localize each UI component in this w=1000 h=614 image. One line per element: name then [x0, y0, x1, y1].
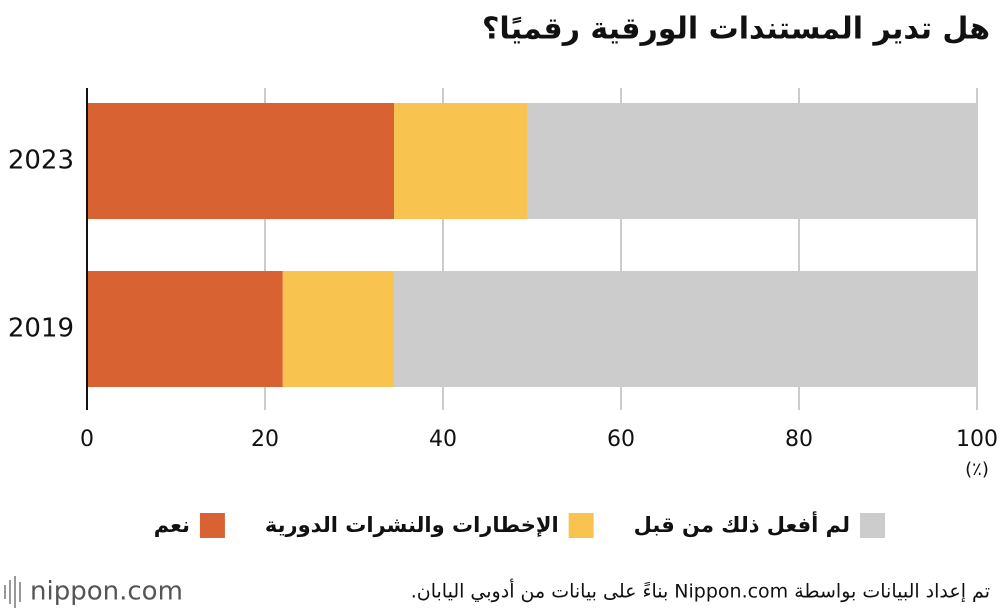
bar-segment — [87, 271, 283, 387]
bar-segment — [394, 103, 528, 219]
x-tick-label: 60 — [607, 427, 635, 452]
x-tick-label: 20 — [251, 427, 279, 452]
legend-label: لم أفعل ذلك من قبل — [634, 510, 850, 537]
legend-label: الإخطارات والنشرات الدورية — [265, 513, 559, 537]
bar-segment — [87, 103, 395, 219]
y-tick-label: 2023 — [8, 146, 74, 176]
bar-segment — [282, 271, 395, 387]
logo-icon — [4, 576, 21, 608]
x-tick-label: 0 — [80, 427, 94, 452]
x-tick-label: 100 — [956, 427, 998, 452]
logo: nippon.com — [30, 577, 183, 607]
x-tick-label: 40 — [429, 427, 457, 452]
source: تم إعداد البيانات بواسطة Nippon.com بناء… — [411, 579, 990, 604]
legend-swatch — [860, 513, 885, 538]
y-tick-label: 2019 — [8, 314, 74, 344]
bar-segment — [527, 103, 977, 219]
x-tick-label: 80 — [785, 427, 813, 452]
legend-label: نعم — [154, 513, 190, 537]
chart-title: هل تدير المستندات الورقية رقميًا؟ — [482, 12, 990, 47]
legend-swatch — [199, 513, 225, 538]
bar-segment — [394, 271, 977, 387]
x-unit: (٪) — [965, 459, 989, 480]
legend-swatch — [568, 513, 594, 538]
